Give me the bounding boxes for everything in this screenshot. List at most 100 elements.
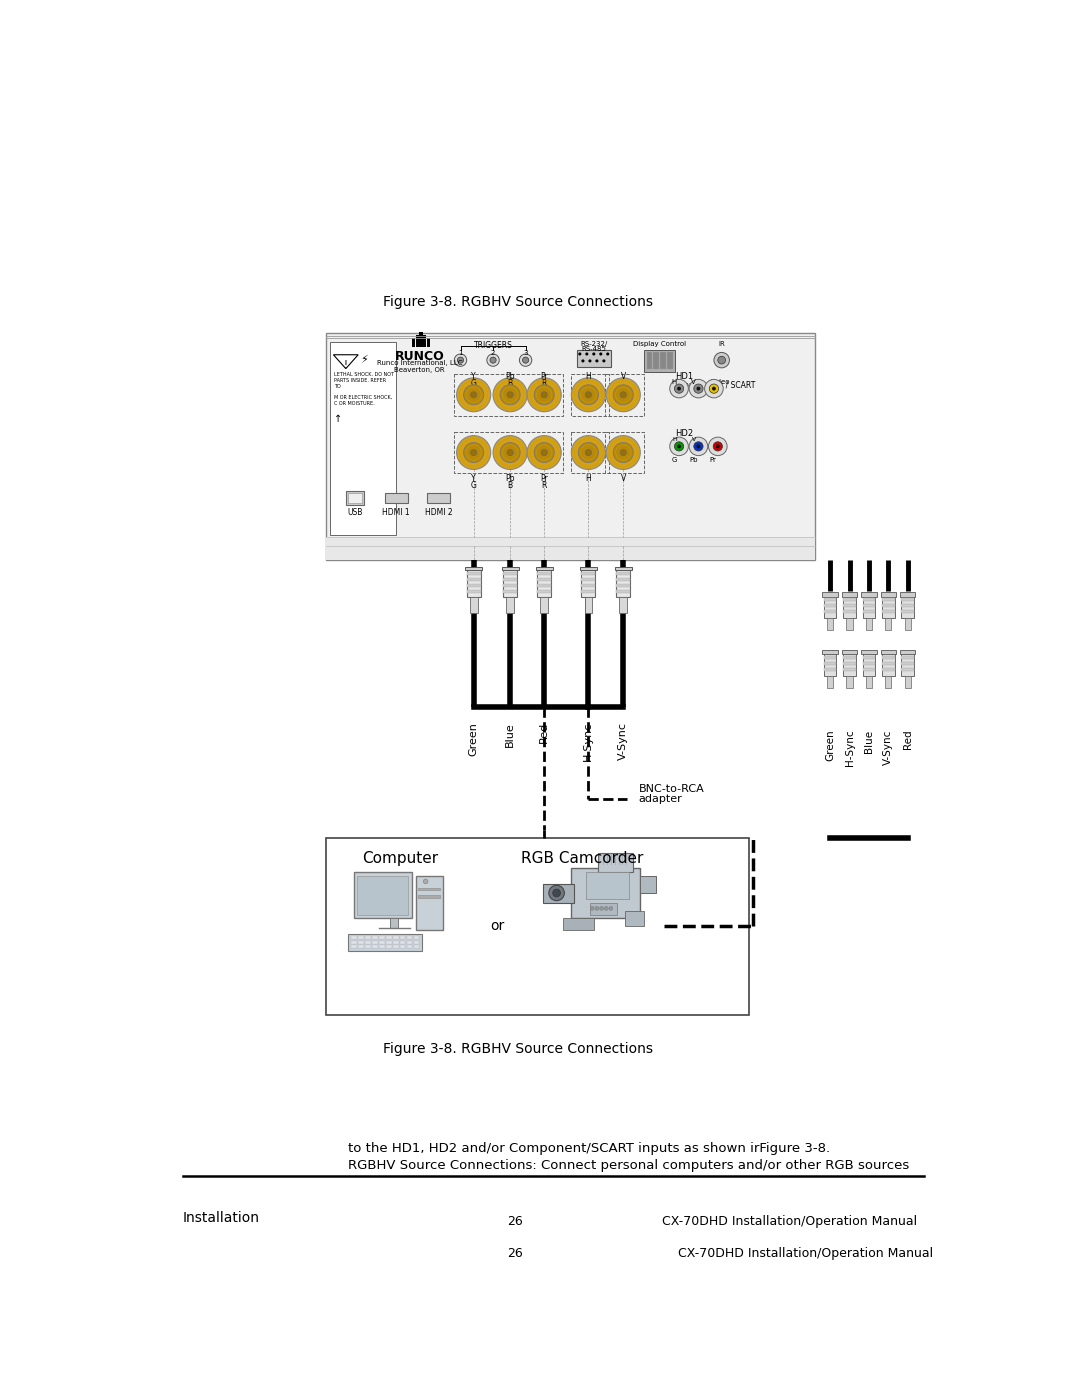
Bar (902, 595, 914, 617)
Text: HD1: HD1 (675, 372, 693, 381)
Text: Beaverton, OR: Beaverton, OR (394, 367, 445, 373)
Bar (419, 331, 422, 346)
Bar (882, 605, 894, 608)
Bar (407, 940, 413, 944)
Text: USB: USB (348, 509, 363, 517)
Text: BNC-to-RCA: BNC-to-RCA (638, 784, 704, 793)
Bar (902, 598, 914, 601)
Circle shape (541, 450, 548, 455)
Bar (379, 936, 384, 939)
Circle shape (591, 907, 594, 911)
Circle shape (578, 443, 598, 462)
Text: Display Control: Display Control (633, 341, 686, 346)
Bar (416, 335, 419, 346)
Circle shape (677, 387, 681, 391)
Circle shape (674, 384, 684, 393)
Text: RGBHV Source Connections: Connect personal computers and/or other RGB sources: RGBHV Source Connections: Connect person… (348, 1160, 909, 1172)
Text: 26: 26 (507, 1248, 523, 1260)
Bar (902, 655, 914, 659)
Bar (882, 655, 894, 659)
Bar (823, 650, 838, 654)
Bar (393, 946, 399, 949)
Text: RUNCO: RUNCO (394, 351, 444, 363)
Bar (407, 936, 413, 939)
Bar (373, 936, 378, 939)
Bar (455, 432, 563, 474)
Bar (863, 662, 875, 665)
Text: Pr: Pr (710, 457, 717, 464)
Bar (843, 595, 855, 617)
Text: Blue: Blue (864, 729, 874, 753)
Text: ↑: ↑ (334, 414, 342, 425)
Circle shape (507, 450, 513, 455)
Bar (886, 617, 891, 630)
Bar (428, 493, 450, 503)
Circle shape (620, 391, 626, 398)
Text: LETHAL SHOCK. DO NOT: LETHAL SHOCK. DO NOT (334, 372, 394, 377)
Circle shape (471, 450, 476, 455)
Bar (647, 352, 652, 369)
Circle shape (606, 436, 640, 469)
Bar (390, 918, 397, 928)
Polygon shape (334, 355, 359, 369)
Text: Pr: Pr (540, 474, 548, 483)
Bar (407, 946, 413, 949)
Bar (387, 936, 392, 939)
Circle shape (595, 907, 598, 911)
Bar (467, 584, 481, 587)
Text: IR: IR (718, 341, 725, 346)
Bar (577, 351, 611, 367)
Bar (863, 595, 875, 617)
Text: V-Sync: V-Sync (618, 722, 629, 760)
Bar (387, 946, 392, 949)
Bar (625, 911, 644, 926)
Circle shape (693, 441, 703, 451)
Bar (880, 650, 896, 654)
Bar (827, 676, 834, 689)
Text: Pb: Pb (689, 457, 698, 464)
Text: CX-70DHD Installation/Operation Manual: CX-70DHD Installation/Operation Manual (677, 1248, 933, 1260)
Bar (470, 598, 477, 613)
Text: Installation: Installation (183, 1211, 260, 1225)
Bar (379, 946, 384, 949)
Bar (827, 617, 834, 630)
Bar (590, 902, 617, 915)
Circle shape (578, 384, 598, 405)
Bar (847, 676, 852, 689)
Text: G: G (471, 379, 476, 387)
Bar (863, 610, 875, 613)
Bar (843, 668, 855, 671)
Bar (365, 940, 370, 944)
Bar (503, 571, 517, 576)
Circle shape (535, 443, 554, 462)
Circle shape (708, 437, 727, 455)
Circle shape (500, 384, 521, 405)
Bar (400, 940, 405, 944)
Bar (824, 662, 836, 665)
Bar (843, 605, 855, 608)
Text: Green: Green (469, 722, 478, 756)
Circle shape (487, 353, 499, 366)
Bar (537, 571, 551, 576)
Circle shape (677, 444, 681, 448)
Bar (326, 334, 814, 560)
Bar (823, 592, 838, 597)
Circle shape (714, 352, 729, 367)
Bar (863, 652, 875, 676)
Circle shape (535, 384, 554, 405)
Text: 2: 2 (491, 351, 496, 356)
Bar (467, 591, 481, 594)
Circle shape (541, 391, 548, 398)
Circle shape (689, 380, 707, 398)
Bar (606, 432, 644, 474)
Bar (861, 650, 877, 654)
Circle shape (689, 437, 707, 455)
Circle shape (458, 358, 463, 363)
Bar (330, 342, 396, 535)
Circle shape (519, 353, 531, 366)
Bar (423, 335, 427, 346)
Circle shape (494, 436, 527, 469)
Bar (348, 933, 422, 951)
Text: Y: Y (471, 474, 476, 483)
Text: PARTS INSIDE. REFER: PARTS INSIDE. REFER (334, 377, 387, 383)
